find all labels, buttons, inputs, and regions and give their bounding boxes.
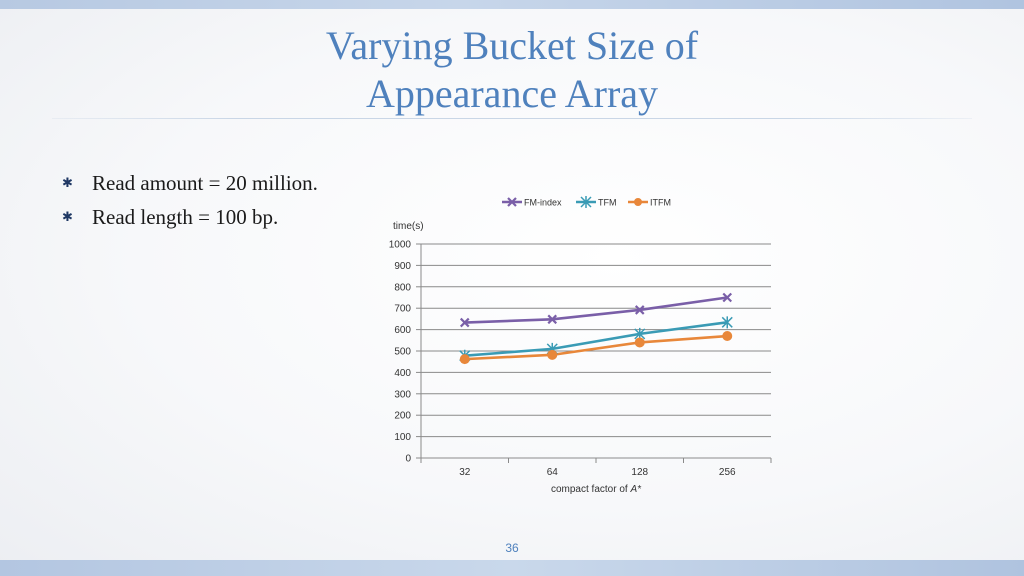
series-line bbox=[464, 321, 728, 358]
legend-label: FM-index bbox=[524, 198, 562, 208]
series-line bbox=[464, 334, 728, 361]
slide-title-line1: Varying Bucket Size of bbox=[325, 23, 699, 68]
data-point bbox=[634, 305, 645, 315]
x-axis-label: compact factor of A* bbox=[551, 484, 642, 495]
asterisk-icon: ✱ bbox=[62, 209, 73, 225]
bottom-accent-bar bbox=[0, 560, 1024, 576]
y-tick-label: 400 bbox=[394, 368, 411, 379]
y-tick-label: 0 bbox=[405, 454, 411, 465]
x-tick-label: 256 bbox=[719, 467, 736, 478]
data-point bbox=[459, 354, 470, 365]
data-point bbox=[580, 196, 592, 208]
page-number: 36 bbox=[505, 541, 519, 555]
y-tick-label: 100 bbox=[394, 432, 411, 443]
title-divider bbox=[52, 118, 972, 119]
data-point bbox=[722, 292, 733, 303]
data-point bbox=[547, 349, 558, 360]
top-accent-bar bbox=[0, 0, 1024, 9]
data-point bbox=[459, 317, 470, 328]
data-point bbox=[722, 331, 733, 342]
bullet-text: Read length = 100 bp. bbox=[92, 204, 279, 229]
bullet-item: ✱ Read length = 100 bp. bbox=[62, 200, 318, 234]
x-tick-label: 128 bbox=[631, 467, 648, 478]
bullet-item: ✱ Read amount = 20 million. bbox=[62, 166, 318, 200]
series-line bbox=[464, 296, 728, 324]
bullet-text: Read amount = 20 million. bbox=[92, 170, 318, 195]
legend-label: ITFM bbox=[650, 198, 671, 208]
y-tick-label: 700 bbox=[394, 304, 411, 315]
asterisk-icon: ✱ bbox=[62, 175, 73, 191]
data-point bbox=[547, 314, 558, 325]
y-tick-label: 500 bbox=[394, 347, 411, 358]
y-tick-label: 900 bbox=[394, 261, 411, 272]
y-tick-label: 200 bbox=[394, 411, 411, 422]
data-point bbox=[721, 316, 733, 329]
y-tick-label: 600 bbox=[394, 325, 411, 336]
data-point bbox=[634, 337, 645, 348]
legend-label: TFM bbox=[598, 198, 617, 208]
y-axis-label: time(s) bbox=[393, 221, 424, 232]
data-point bbox=[634, 198, 642, 206]
x-tick-label: 32 bbox=[459, 467, 471, 478]
slide-title: Varying Bucket Size of Appearance Array bbox=[0, 22, 1024, 118]
bullet-list: ✱ Read amount = 20 million. ✱ Read lengt… bbox=[62, 166, 318, 234]
y-tick-label: 1000 bbox=[389, 240, 412, 251]
y-tick-label: 800 bbox=[394, 282, 411, 293]
data-point bbox=[507, 197, 517, 207]
x-tick-label: 64 bbox=[547, 467, 559, 478]
slide-title-line2: Appearance Array bbox=[365, 71, 659, 116]
y-tick-label: 300 bbox=[394, 389, 411, 400]
